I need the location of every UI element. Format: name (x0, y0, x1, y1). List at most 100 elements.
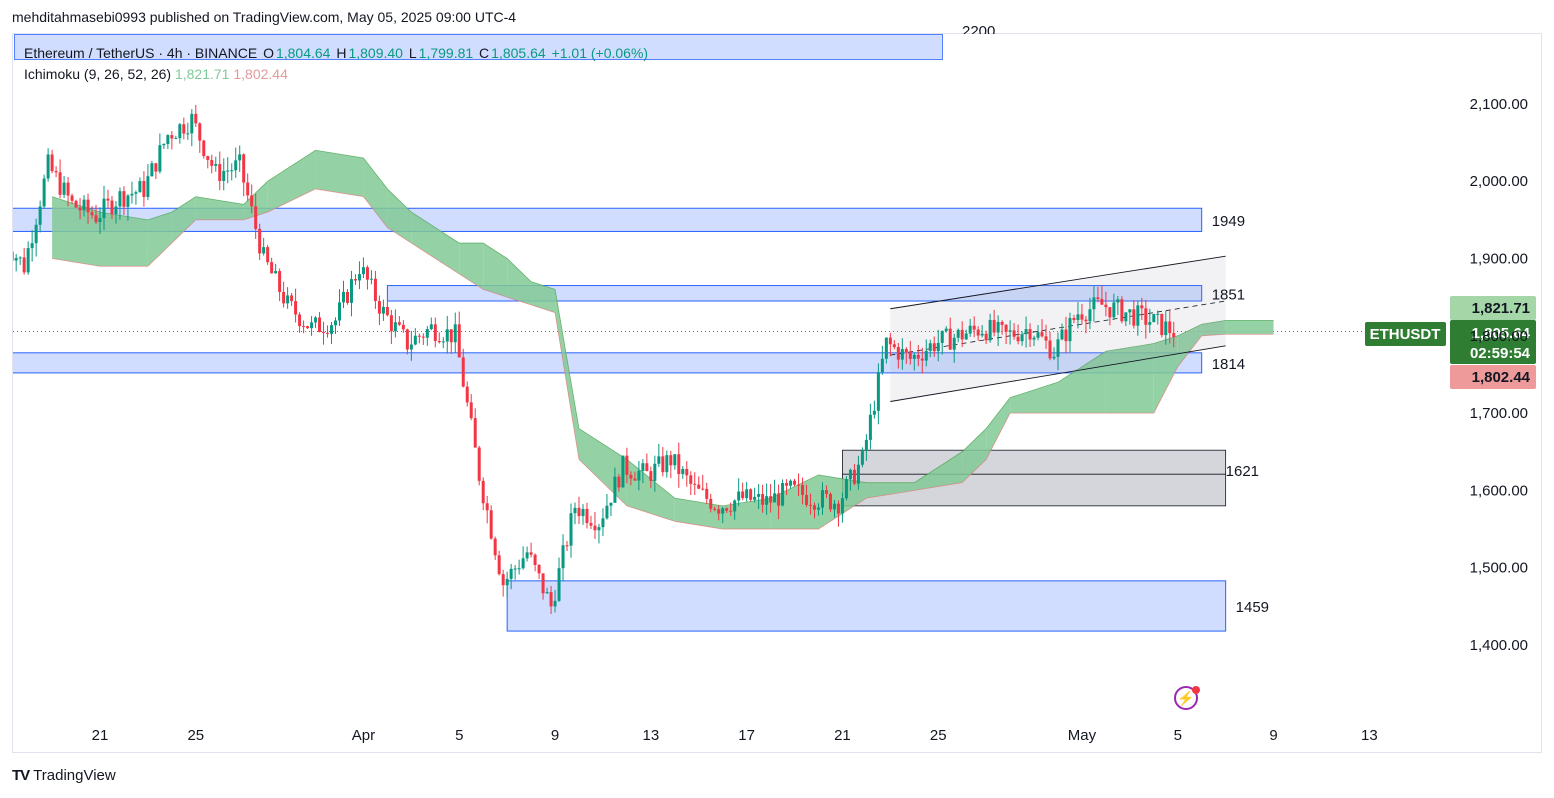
candle-body (525, 552, 529, 559)
candle-body (126, 195, 130, 207)
candle-body (693, 483, 697, 485)
chart-frame (12, 33, 1542, 753)
lightning-icon[interactable]: ⚡ (1174, 686, 1198, 710)
symbol-title[interactable]: Ethereum / TetherUS · 4h · BINANCE (24, 45, 258, 61)
high-label: H (336, 45, 347, 61)
candle-body (26, 248, 30, 273)
candle-body (186, 133, 190, 135)
candle-body (741, 491, 745, 499)
candle-body (749, 489, 753, 500)
candle-body (709, 498, 713, 509)
candle-body (529, 552, 533, 555)
price-label-box (1450, 296, 1536, 320)
candle-body (286, 295, 290, 304)
candle-body (457, 324, 461, 358)
candle-body (413, 335, 417, 345)
candle-body (1144, 308, 1148, 325)
candle-body (753, 496, 757, 500)
candle-body (365, 267, 369, 280)
candle-body (1128, 309, 1132, 313)
zone-1814 (13, 352, 1203, 374)
open-label: O (263, 45, 274, 61)
candle-body (565, 545, 569, 547)
candle-body (545, 592, 549, 594)
candle-body (677, 454, 681, 475)
candle-body (349, 279, 353, 303)
candle-body (254, 206, 258, 229)
candle-body (793, 480, 797, 485)
candle-body (389, 315, 393, 332)
labels-layer: 1949 1851 1814 1459 1621 1,821.71 1,805.64 02:5… (1212, 213, 1536, 616)
candle-body (162, 143, 166, 146)
candle-body (553, 600, 557, 607)
partial-top-label: 2200 (962, 23, 995, 40)
candle-body (393, 322, 397, 332)
brand-footer[interactable]: TV TradingView (12, 767, 116, 784)
candle-body (573, 507, 577, 514)
candle-body (992, 319, 996, 333)
candle-body (681, 468, 685, 475)
candle-body (844, 479, 848, 499)
candle-body (585, 508, 589, 524)
candle-body (210, 159, 214, 166)
close-label: C (479, 45, 490, 61)
gray-zone (842, 449, 1227, 507)
candle-body (106, 198, 110, 201)
candle-body (469, 402, 473, 419)
candle-body (705, 488, 709, 499)
x-tick-label: 9 (551, 727, 559, 744)
candle-body (557, 568, 561, 601)
candle-body (625, 455, 629, 475)
x-tick-label: 25 (930, 727, 947, 744)
candle-body (737, 491, 741, 501)
candle-body (673, 454, 677, 466)
cloud-segment (1058, 351, 1106, 414)
candle-body (641, 463, 645, 471)
candle-body (134, 192, 138, 194)
candle-body (417, 335, 421, 337)
cloud-segment (962, 428, 987, 483)
candle-body (561, 545, 565, 569)
candle-body (102, 198, 106, 219)
candle-body (785, 483, 789, 486)
candle-body (828, 493, 832, 510)
candle-body (789, 480, 793, 486)
candle-body (330, 325, 334, 334)
candle-body (1092, 297, 1096, 310)
candle-body (142, 181, 146, 197)
candle-body (461, 357, 465, 387)
candle-body (1108, 307, 1112, 318)
candle-body (14, 257, 18, 261)
candle-body (318, 317, 322, 332)
candle-body (198, 123, 202, 141)
candle-body (701, 488, 705, 490)
cloud-segment (555, 289, 579, 460)
candle-body (234, 160, 238, 171)
ichimoku-legend[interactable]: Ichimoku (9, 26, 52, 26) 1,821.71 1,802.… (24, 66, 288, 82)
axes-layer: 1,400.00 1,500.00 1,600.00 1,700.00 1,800.00… (92, 23, 1528, 744)
candle-body (54, 171, 58, 173)
candle-body (968, 325, 972, 334)
candle-body (824, 490, 828, 494)
candle-body (421, 336, 425, 338)
candle-body (549, 592, 553, 607)
legend-box (14, 34, 943, 60)
candle-body (972, 325, 976, 330)
candle-body (757, 494, 761, 497)
candle-body (170, 135, 174, 139)
candle-body (66, 182, 70, 196)
candle-body (38, 206, 42, 225)
candle-body (497, 555, 501, 575)
candle-body (34, 224, 38, 244)
candle-body (266, 247, 270, 263)
candle-body (353, 279, 357, 281)
candle-body (589, 523, 593, 526)
candle-body (501, 574, 505, 586)
cloud-segment (986, 397, 1011, 460)
candle-body (813, 505, 817, 510)
candle-body (801, 484, 805, 495)
high-value: 1,809.40 (348, 45, 403, 61)
candle-body (7, 241, 10, 252)
candle-body (369, 278, 373, 280)
